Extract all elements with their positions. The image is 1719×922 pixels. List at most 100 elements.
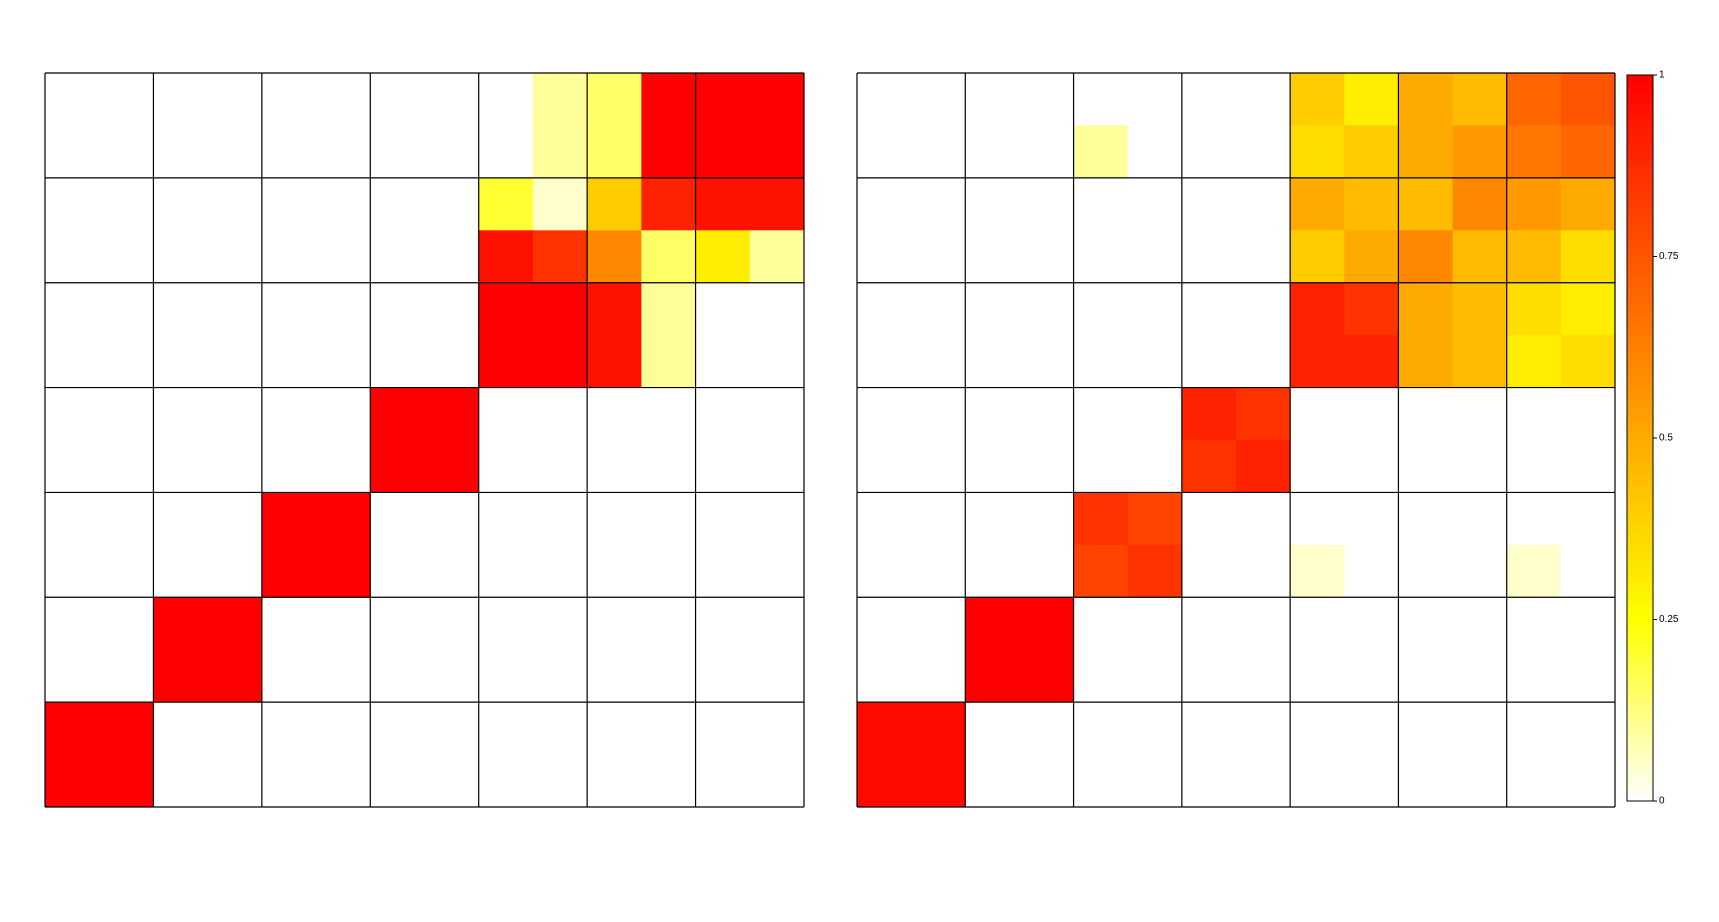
- heat-cell: [1127, 649, 1183, 703]
- heat-cell: [1290, 73, 1345, 126]
- heat-cell: [261, 73, 317, 126]
- heat-cell: [316, 597, 371, 651]
- heat-cell: [587, 440, 642, 493]
- heat-cell: [207, 73, 263, 126]
- heat-cell: [965, 649, 1020, 703]
- heat-cell: [857, 754, 912, 808]
- heat-cell: [587, 282, 642, 336]
- heat-cell: [99, 177, 154, 231]
- heat-cell: [153, 230, 209, 284]
- heat-cell: [1181, 230, 1237, 284]
- heat-cell: [965, 544, 1020, 598]
- heat-cell: [641, 492, 697, 546]
- heat-cell: [1181, 492, 1237, 546]
- heat-cell: [587, 597, 642, 651]
- heat-cell: [857, 230, 912, 284]
- heat-cell: [1560, 177, 1616, 231]
- heat-cell: [316, 282, 371, 336]
- heat-cell: [857, 597, 912, 651]
- heat-cell: [1560, 282, 1616, 336]
- colorbar-tick-label: 0.75: [1659, 251, 1679, 262]
- heat-cell: [911, 754, 966, 808]
- heat-cell: [749, 492, 805, 546]
- heat-cell: [1506, 492, 1562, 546]
- heat-cell: [1127, 335, 1183, 389]
- heat-cell: [1560, 649, 1616, 703]
- heat-cell: [965, 702, 1020, 756]
- heat-cell: [587, 125, 642, 179]
- heat-cell: [261, 492, 317, 546]
- heat-cell: [695, 125, 751, 179]
- heat-cell: [911, 282, 966, 336]
- heat-cell: [478, 649, 534, 703]
- heat-cell: [641, 73, 697, 126]
- heat-cell: [478, 282, 534, 336]
- heat-cell: [587, 702, 642, 756]
- heat-cell: [478, 440, 534, 493]
- heat-cell: [965, 125, 1020, 179]
- heat-cell: [1236, 492, 1291, 546]
- heat-cell: [1290, 649, 1345, 703]
- heat-cell: [1398, 335, 1454, 389]
- heat-cell: [424, 754, 480, 808]
- heat-cell: [749, 387, 805, 441]
- heat-cell: [478, 177, 534, 231]
- heat-cell: [1236, 125, 1291, 179]
- heat-cell: [857, 702, 912, 756]
- heat-cell: [1398, 649, 1454, 703]
- heat-cell: [1127, 177, 1183, 231]
- heat-cell: [1452, 125, 1508, 179]
- heat-cell: [1344, 597, 1399, 651]
- heat-cell: [1181, 702, 1237, 756]
- heat-cell: [587, 335, 642, 389]
- heat-cell: [1127, 440, 1183, 493]
- heat-cell: [1073, 125, 1129, 179]
- heat-cell: [1181, 649, 1237, 703]
- heat-cell: [424, 597, 480, 651]
- heat-cell: [1344, 177, 1399, 231]
- heat-cell: [1344, 492, 1399, 546]
- heat-cell: [532, 230, 588, 284]
- heat-cell: [261, 335, 317, 389]
- heat-cell: [1019, 754, 1075, 808]
- heat-cell: [45, 335, 100, 389]
- heat-cell: [749, 125, 805, 179]
- heat-cell: [1290, 754, 1345, 808]
- heat-cell: [749, 702, 805, 756]
- heat-cell: [965, 492, 1020, 546]
- heat-cell: [695, 387, 751, 441]
- heat-cell: [965, 597, 1020, 651]
- heat-cell: [532, 754, 588, 808]
- heat-cell: [857, 387, 912, 441]
- heat-cell: [587, 177, 642, 231]
- heat-cell: [1344, 649, 1399, 703]
- heat-cell: [45, 230, 100, 284]
- heat-cell: [1290, 387, 1345, 441]
- heat-cell: [1073, 177, 1129, 231]
- heat-cell: [424, 73, 480, 126]
- heat-cell: [153, 282, 209, 336]
- heat-cell: [911, 335, 966, 389]
- heat-cell: [1236, 702, 1291, 756]
- heat-cell: [695, 597, 751, 651]
- heat-cell: [207, 177, 263, 231]
- heat-cell: [1506, 649, 1562, 703]
- heat-cell: [424, 387, 480, 441]
- heat-cell: [424, 440, 480, 493]
- heat-cell: [532, 282, 588, 336]
- heat-cell: [207, 282, 263, 336]
- heat-cell: [1073, 649, 1129, 703]
- heat-cell: [424, 649, 480, 703]
- heat-cell: [857, 440, 912, 493]
- heat-cell: [153, 335, 209, 389]
- heat-cell: [857, 544, 912, 598]
- heat-cell: [99, 754, 154, 808]
- heat-cell: [695, 73, 751, 126]
- heat-cell: [1344, 387, 1399, 441]
- heat-cell: [1398, 754, 1454, 808]
- heat-cell: [1560, 440, 1616, 493]
- heat-cell: [1127, 230, 1183, 284]
- colorbar: [1626, 74, 1654, 802]
- heat-cell: [1560, 73, 1616, 126]
- heat-cell: [261, 282, 317, 336]
